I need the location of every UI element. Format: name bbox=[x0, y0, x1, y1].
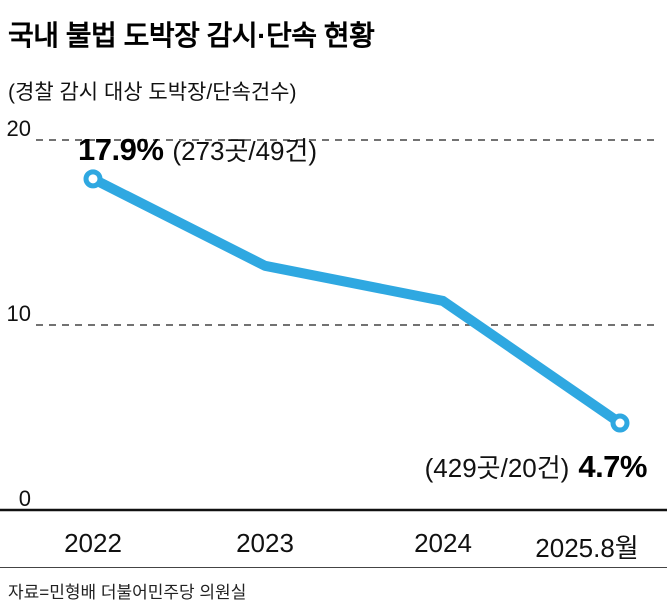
x-axis-label: 2022 bbox=[64, 528, 122, 558]
annotation-last-detail: (429곳/20건) bbox=[424, 453, 570, 483]
trend-line bbox=[88, 173, 625, 429]
page-title: 국내 불법 도박장 감시·단속 현황 bbox=[8, 20, 375, 51]
source-credit: 자료=민형배 더불어민주당 의원실 bbox=[8, 583, 247, 602]
chart-subtitle: (경찰 감시 대상 도박장/단속건수) bbox=[8, 81, 297, 104]
annotation-last-point: (429곳/20건) 4.7% bbox=[424, 448, 648, 485]
annotation-first-detail: (273곳/49건) bbox=[172, 136, 318, 166]
x-axis-label: 2023 bbox=[236, 528, 294, 558]
data-point-marker bbox=[610, 413, 630, 433]
annotation-first-value: 17.9% bbox=[78, 132, 164, 167]
annotation-first-point: 17.9% (273곳/49건) bbox=[78, 131, 317, 168]
y-tick-label: 0 bbox=[19, 486, 31, 511]
source-divider bbox=[0, 567, 667, 568]
y-tick-label: 10 bbox=[7, 301, 31, 326]
x-axis-label: 2025.8월 bbox=[535, 533, 639, 563]
x-axis-label: 2024 bbox=[414, 528, 472, 558]
y-tick-label: 20 bbox=[7, 116, 31, 141]
data-point-marker bbox=[83, 169, 103, 189]
annotation-last-value: 4.7% bbox=[578, 449, 647, 484]
